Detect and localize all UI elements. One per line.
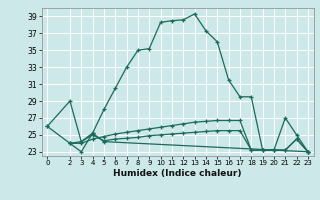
X-axis label: Humidex (Indice chaleur): Humidex (Indice chaleur)	[113, 169, 242, 178]
